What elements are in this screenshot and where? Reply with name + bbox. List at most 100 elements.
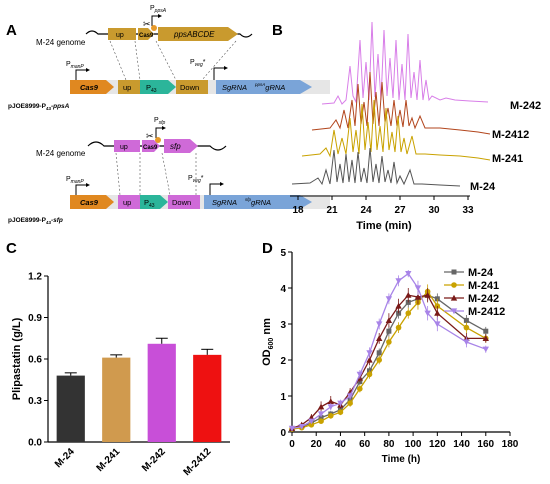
trace-label-m-2412: M-2412 (492, 129, 529, 141)
trace-m-2412 (311, 71, 491, 135)
growth-data-point (308, 418, 315, 425)
growth-legend-label: M-2412 (468, 306, 505, 318)
growth-data-point (337, 409, 344, 416)
genome-gene-label-bottom: sfp (170, 142, 181, 151)
growth-data-point (299, 424, 305, 430)
chromatogram-x-label: Time (min) (356, 220, 412, 232)
bar-category-label: M-2412 (182, 446, 214, 478)
growth-x-tick-label: 60 (359, 439, 371, 450)
growth-data-point (434, 321, 441, 328)
growth-data-point (395, 324, 402, 331)
growth-legend-marker (450, 308, 458, 315)
bar-y-tick-label: 0.6 (28, 355, 42, 366)
bar (102, 357, 131, 442)
growth-data-point (337, 407, 343, 413)
growth-data-point (298, 424, 305, 430)
chromatogram-tick-30: 30 (428, 205, 440, 216)
growth-y-tick-label: 0 (280, 428, 286, 439)
panel-c-letter: C (6, 240, 17, 257)
growth-series-line (291, 290, 487, 430)
growth-data-point (424, 292, 431, 298)
trace-m-242 (321, 21, 489, 105)
growth-x-tick-label: 40 (335, 439, 347, 450)
growth-data-point (463, 339, 470, 346)
growth-data-point (482, 335, 489, 342)
growth-data-point (298, 424, 305, 431)
growth-data-point (405, 299, 411, 305)
growth-data-point (366, 356, 373, 363)
growth-data-point (308, 422, 315, 428)
growth-data-point (415, 299, 421, 306)
growth-data-point (347, 397, 353, 403)
growth-data-point (317, 411, 325, 418)
bar-y-tick-label: 1.2 (28, 272, 42, 283)
genome-line-top (85, 30, 253, 38)
growth-data-point (414, 285, 422, 292)
down-label-bottom: Down (172, 198, 191, 207)
growth-x-tick-label: 120 (429, 439, 446, 450)
pman-label-bottom: PmanP (66, 176, 84, 185)
growth-y-tick-label: 5 (280, 248, 286, 259)
growth-y-tick-label: 4 (280, 284, 286, 295)
growth-x-tick-label: 140 (453, 439, 470, 450)
growth-y-axis-label: OD600 nm (261, 318, 275, 366)
growth-data-point (367, 368, 373, 374)
growth-data-point (356, 371, 364, 378)
cas9-gene-bottom (70, 195, 114, 209)
growth-data-point (308, 414, 315, 421)
growth-data-point (405, 292, 412, 298)
bar-y-axis-label: Plipastatin (g/L) (11, 317, 23, 400)
genome-cas9-arrow-top (138, 28, 154, 40)
bar-y-tick-label: 0.3 (28, 396, 42, 407)
growth-data-point (434, 296, 440, 302)
growth-data-point (327, 413, 334, 419)
bar (147, 343, 176, 442)
ppsa-promoter-arrow (151, 15, 160, 26)
growth-data-point (386, 328, 392, 334)
pveg-label-top: Pveg* (190, 59, 206, 68)
genome-up-box-top (108, 28, 136, 40)
growth-data-point (463, 335, 470, 341)
up-box-top (118, 80, 140, 94)
chromatogram-tick-21: 21 (326, 205, 338, 216)
growth-y-tick-label: 3 (280, 320, 286, 331)
growth-series-line (291, 294, 486, 430)
down-box-top (176, 80, 208, 94)
sgrna-label-top: SgRNA ppsAgRNA (222, 82, 285, 92)
down-label-top: Down (180, 83, 199, 92)
growth-data-point (376, 321, 383, 328)
genome-line-bottom (87, 141, 227, 151)
pman-promoter-arrow-bottom (75, 184, 88, 195)
growth-x-tick-label: 80 (383, 439, 395, 450)
genome-up-label-bottom: up (120, 144, 128, 151)
genome-cas9-label-top: Cas9 (139, 33, 154, 39)
growth-data-point (346, 393, 354, 400)
bar (56, 375, 85, 442)
growth-data-point (482, 346, 489, 353)
growth-data-point (318, 418, 324, 425)
growth-data-point (376, 357, 383, 363)
genome-cas9-label-bottom: Cas9 (143, 145, 158, 151)
growth-data-point (463, 324, 470, 331)
growth-data-point (289, 426, 295, 432)
growth-data-point (434, 310, 441, 316)
chromatogram-tick-24: 24 (360, 205, 372, 216)
growth-data-point (405, 310, 412, 317)
plasmid-label-top: pJOE8999-P43-ppsA (8, 103, 70, 111)
plasmid-label-bottom: pJOE8999-P43-sfp (8, 217, 63, 225)
growth-data-point (346, 389, 354, 395)
growth-data-point (482, 335, 489, 341)
scissors-icon-top: ✂ (143, 19, 151, 29)
chromatogram-tick-18: 18 (292, 205, 304, 216)
growth-data-point (434, 303, 441, 309)
trace-label-m-242: M-242 (510, 100, 541, 112)
growth-data-point (483, 328, 489, 334)
growth-legend-marker (450, 294, 458, 301)
growth-data-point (366, 371, 373, 378)
growth-data-point (298, 421, 305, 428)
growth-y-tick-label: 2 (280, 356, 286, 367)
growth-series-line (291, 272, 487, 430)
chromatogram-tick-33: 33 (462, 205, 474, 216)
